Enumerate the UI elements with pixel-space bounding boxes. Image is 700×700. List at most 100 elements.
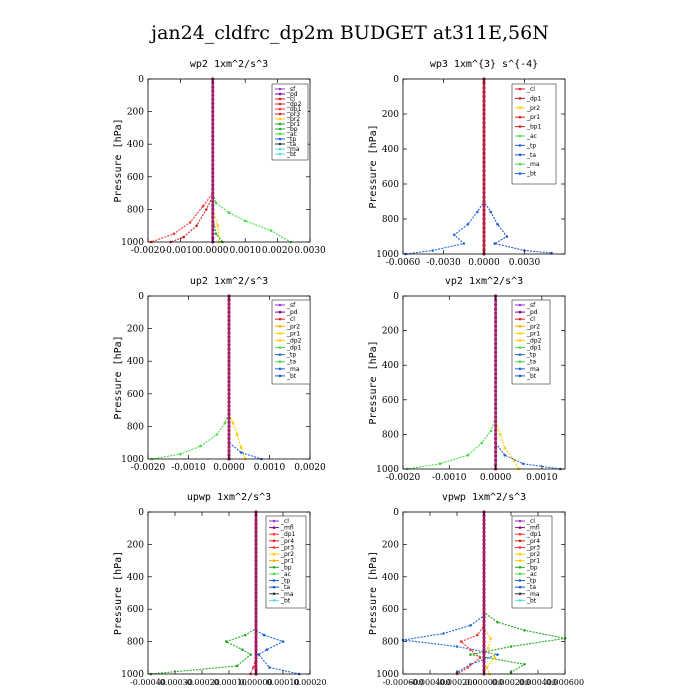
data-point <box>482 530 486 534</box>
data-point <box>466 223 470 226</box>
legend-marker <box>518 367 522 371</box>
data-point <box>482 611 486 615</box>
data-point <box>494 372 498 376</box>
y-tick-label: 1000 <box>376 465 399 475</box>
data-point <box>205 208 208 211</box>
data-point <box>254 550 258 555</box>
x-tick-label: 0.000000 <box>465 678 503 687</box>
legend-entry: _pr2 <box>526 551 540 558</box>
legend-entry: _pr2 <box>280 551 294 558</box>
y-tick-label: 200 <box>382 110 399 120</box>
legend-entry: _tp <box>286 352 296 359</box>
data-point <box>227 302 231 306</box>
data-point <box>211 195 215 199</box>
y-tick-label: 800 <box>382 430 399 440</box>
data-point <box>482 243 486 247</box>
data-point <box>482 591 486 595</box>
legend-entry: _pr2 <box>526 323 540 330</box>
data-point <box>214 201 218 205</box>
x-tick-label: -0.0010 <box>171 463 206 473</box>
x-tick-label: 0.00000 <box>239 678 272 687</box>
legend-marker <box>278 147 282 151</box>
data-point <box>254 619 258 624</box>
data-point <box>249 653 252 656</box>
data-point <box>211 126 215 130</box>
x-tick-label: -0.0020 <box>131 246 166 256</box>
legend-entry: _ta <box>526 359 536 366</box>
data-point <box>482 627 486 632</box>
legend-entry: _cl <box>526 518 535 525</box>
data-point <box>482 138 486 142</box>
data-point <box>254 579 258 583</box>
data-point <box>494 450 498 454</box>
legend-marker <box>278 107 282 111</box>
y-tick-label: 400 <box>382 573 399 583</box>
data-point <box>493 242 497 245</box>
data-point <box>227 363 231 367</box>
data-point <box>489 210 493 214</box>
y-tick-label: 0 <box>393 75 399 85</box>
data-point <box>211 163 215 167</box>
data-point <box>254 644 258 648</box>
y-tick-label: 800 <box>127 205 144 215</box>
legend-entry: _ta <box>286 141 296 148</box>
data-point <box>482 534 486 538</box>
legend-entry: _ac <box>526 133 537 140</box>
panel-title: wp3 1xm^{3} s^{-4} <box>430 59 538 70</box>
chart-panel-3: up2 1xm^2/s^3 Pressure [hPa] 0 200 400 600 800… <box>113 276 326 473</box>
legend-entry: _sf <box>286 302 296 309</box>
data-point <box>482 542 486 547</box>
data-point <box>211 150 215 154</box>
y-tick-label: 0 <box>138 75 144 85</box>
x-tick-label: 0.0010 <box>526 473 558 483</box>
y-axis-label: Pressure [hPa] <box>368 551 379 635</box>
legend-marker <box>272 585 276 589</box>
data-point <box>494 337 498 341</box>
x-tick-label: -0.000600 <box>383 678 424 687</box>
data-point <box>482 125 486 129</box>
data-point <box>482 571 486 575</box>
data-point <box>482 644 486 648</box>
x-tick-label: -0.000200 <box>437 678 478 687</box>
data-point <box>494 342 498 346</box>
data-point <box>493 656 497 660</box>
y-axis-label: Pressure [hPa] <box>113 551 124 635</box>
y-tick-label: 600 <box>127 390 144 400</box>
legend-entry: _tp <box>526 142 536 149</box>
data-point <box>482 648 486 652</box>
legend-entry: _pd <box>526 309 538 316</box>
data-point <box>227 298 231 302</box>
legend-entry: _pr1 <box>526 558 540 565</box>
data-point <box>235 664 239 668</box>
data-point <box>482 217 486 221</box>
legend-marker <box>272 552 276 556</box>
data-point <box>211 118 215 122</box>
data-point <box>482 143 486 147</box>
legend-marker <box>272 559 276 562</box>
legend-marker <box>518 360 522 364</box>
data-point <box>494 445 498 449</box>
data-point <box>211 236 215 240</box>
y-tick-label: 400 <box>382 145 399 155</box>
data-point <box>211 191 215 195</box>
data-point <box>254 567 258 571</box>
data-point <box>214 232 218 236</box>
x-tick-label: -0.00030 <box>157 678 193 687</box>
y-tick-label: 0 <box>138 292 144 302</box>
data-point <box>254 583 258 587</box>
data-point <box>254 542 258 547</box>
data-point <box>227 404 231 408</box>
data-point <box>227 412 231 416</box>
y-axis-label: Pressure [hPa] <box>113 335 124 419</box>
legend-box <box>271 83 309 161</box>
data-point <box>482 623 486 628</box>
data-point <box>482 191 486 195</box>
data-point <box>227 424 231 428</box>
data-point <box>482 550 486 555</box>
data-point <box>211 220 215 224</box>
data-point <box>227 310 231 314</box>
data-point <box>211 110 215 114</box>
data-point <box>480 441 484 445</box>
data-point <box>494 316 498 320</box>
data-point <box>254 522 258 526</box>
